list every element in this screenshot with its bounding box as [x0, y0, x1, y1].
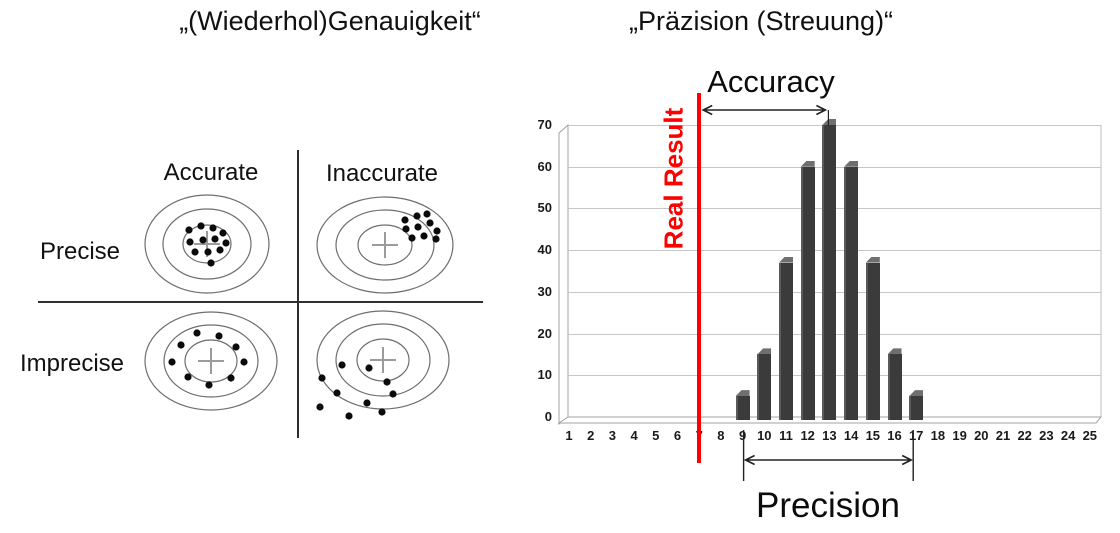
- chart-left-wall: [558, 123, 569, 426]
- y-axis-tick-label: 20: [537, 325, 552, 341]
- x-axis-tick-label: 12: [800, 428, 815, 443]
- precision-label: Precision: [756, 486, 900, 525]
- accuracy-arrow: [701, 104, 828, 116]
- x-axis-tick-label: 16: [887, 428, 902, 443]
- quadrant-vertical-divider: [297, 150, 299, 438]
- bar-category-10: [757, 354, 772, 420]
- target-precise-accurate: [144, 194, 270, 294]
- column-label-accurate: Accurate: [163, 159, 259, 186]
- x-axis-tick-label: 3: [608, 428, 616, 443]
- x-axis-tick-label: 20: [974, 428, 989, 443]
- row-label-imprecise: Imprecise: [19, 350, 125, 377]
- x-axis-tick-label: 11: [779, 428, 793, 443]
- bar-category-16: [887, 354, 902, 420]
- shot-dots: [401, 210, 441, 243]
- bar-category-11: [779, 262, 793, 420]
- x-axis-tick-label: 24: [1060, 428, 1076, 443]
- x-axis-tick-label: 19: [952, 428, 967, 443]
- x-axis-tick-label: 25: [1082, 428, 1098, 443]
- target-precise-inaccurate: [316, 196, 454, 294]
- x-axis-tick-label: 10: [757, 428, 772, 443]
- bar-category-17: [909, 396, 924, 420]
- bar-category-14: [844, 166, 859, 420]
- x-axis-tick-label: 2: [587, 428, 595, 443]
- precision-arrow: [743, 454, 913, 466]
- x-axis-tick-label: 18: [930, 428, 946, 443]
- x-axis-tick-label: 1: [565, 428, 573, 443]
- left-panel-title: „(Wiederhol)Genauigkeit“: [179, 6, 481, 36]
- target-imprecise-accurate: [144, 311, 278, 411]
- bar-category-12: [800, 166, 815, 420]
- x-axis-tick-label: 15: [865, 428, 881, 443]
- x-axis-tick-label: 22: [1017, 428, 1032, 443]
- center-cross-icon: [370, 347, 396, 373]
- target-imprecise-inaccurate: [316, 310, 450, 420]
- x-axis-tick-label: 14: [843, 428, 859, 443]
- right-panel-title: „Präzision (Streuung)“: [628, 6, 894, 36]
- quadrant-horizontal-divider: [38, 301, 483, 303]
- shot-dots: [316, 361, 397, 420]
- x-axis-tick-label: 8: [717, 428, 725, 443]
- shot-dots: [185, 222, 230, 267]
- y-axis-tick-label: 10: [537, 367, 552, 383]
- shot-dots: [168, 329, 248, 389]
- x-axis-tick-label: 23: [1039, 428, 1054, 443]
- x-axis-tick-label: 4: [630, 428, 638, 443]
- column-label-inaccurate: Inaccurate: [325, 160, 439, 187]
- real-result-label: Real Result: [658, 107, 689, 250]
- accuracy-label: Accuracy: [707, 64, 835, 99]
- x-axis-tick-label: 17: [908, 428, 924, 443]
- x-axis-tick-label: 13: [822, 428, 837, 443]
- y-axis-tick-label: 30: [537, 283, 552, 299]
- center-cross-icon: [198, 348, 224, 374]
- x-axis-tick-label: 6: [673, 428, 682, 443]
- bar-category-9: [735, 396, 750, 420]
- bar-category-13: [822, 125, 837, 420]
- y-axis-tick-label: 60: [537, 158, 552, 174]
- center-cross-icon: [194, 231, 220, 257]
- x-axis-tick-label: 21: [995, 428, 1011, 443]
- center-cross-icon: [372, 232, 398, 258]
- x-axis-tick-label: 5: [652, 428, 660, 443]
- x-axis-tick-label: 9: [738, 428, 747, 443]
- row-label-precise: Precise: [39, 238, 121, 265]
- y-axis-tick-label: 0: [544, 409, 552, 424]
- y-axis-tick-label: 70: [537, 117, 552, 132]
- y-axis-tick-label: 40: [537, 242, 552, 258]
- real-result-line: [697, 93, 702, 463]
- y-axis-tick-label: 50: [537, 200, 552, 216]
- bar-category-15: [865, 262, 880, 420]
